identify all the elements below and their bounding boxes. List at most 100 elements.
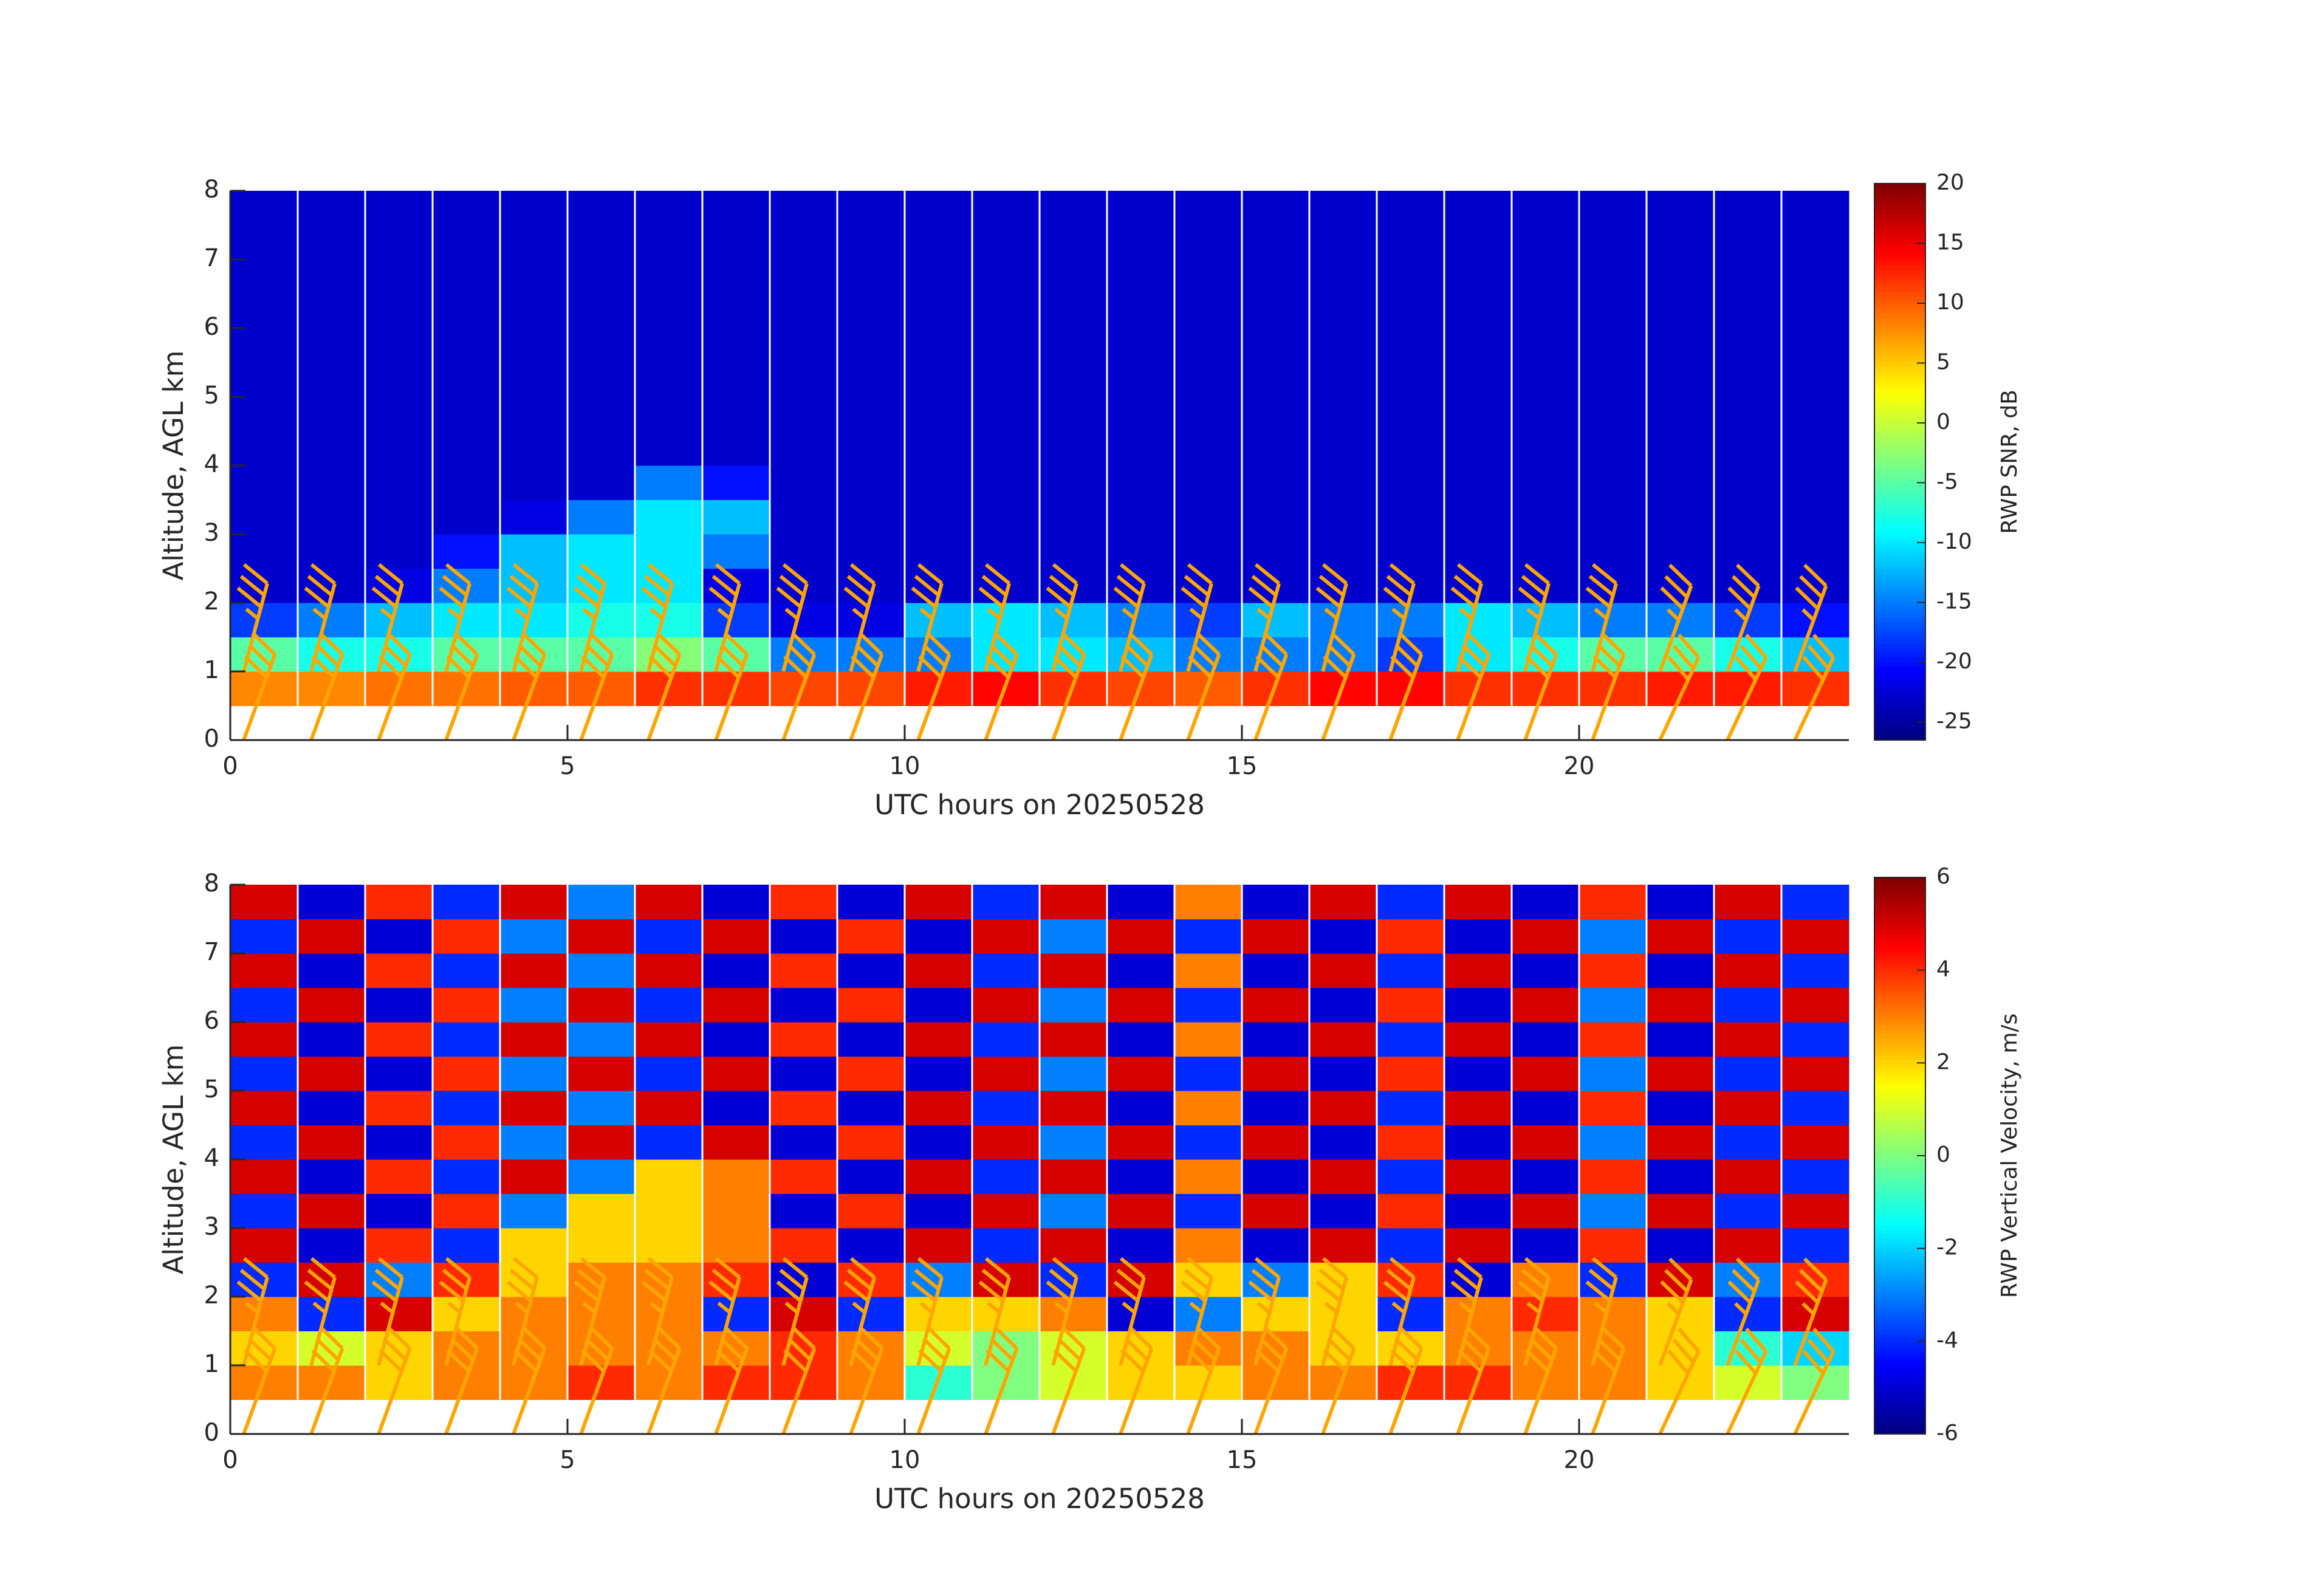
wind-barb bbox=[1321, 1326, 1356, 1435]
y-tick-label: 0 bbox=[204, 1419, 219, 1447]
cell bbox=[1309, 259, 1377, 294]
cell bbox=[1040, 1125, 1108, 1160]
colorbar-step bbox=[1874, 427, 1925, 432]
cell bbox=[1377, 259, 1445, 294]
cell bbox=[433, 191, 501, 225]
cell bbox=[1512, 397, 1580, 431]
colorbar-tick-label: -2 bbox=[1936, 1235, 1958, 1260]
cell bbox=[365, 1159, 433, 1194]
wind-barb bbox=[444, 1326, 479, 1435]
cell bbox=[1040, 953, 1108, 988]
wind-barb bbox=[1585, 563, 1618, 672]
cell bbox=[298, 1159, 366, 1194]
cell bbox=[1512, 534, 1580, 569]
wind-barb bbox=[512, 1326, 547, 1435]
cell bbox=[702, 1091, 770, 1125]
colorbar-step bbox=[1874, 348, 1925, 354]
cell bbox=[1377, 293, 1445, 329]
y-tick-label: 6 bbox=[204, 313, 219, 341]
cell bbox=[230, 465, 298, 500]
cell bbox=[1309, 397, 1377, 431]
wind-barb bbox=[1253, 632, 1289, 741]
cell bbox=[837, 1228, 905, 1263]
cell bbox=[1107, 1193, 1175, 1229]
cell bbox=[1647, 499, 1715, 535]
colorbar-step bbox=[1874, 1164, 1925, 1170]
cell bbox=[837, 534, 905, 569]
cell bbox=[635, 465, 703, 500]
cell bbox=[905, 1022, 973, 1057]
wind-barb bbox=[781, 632, 817, 741]
cell bbox=[567, 987, 636, 1023]
cell bbox=[1309, 225, 1377, 260]
cell bbox=[1512, 1056, 1580, 1091]
cell bbox=[230, 1056, 298, 1091]
y-axis-label: Altitude, AGL km bbox=[157, 351, 190, 581]
cell bbox=[230, 1125, 298, 1160]
colorbar-step bbox=[1874, 444, 1925, 450]
cell bbox=[837, 885, 905, 919]
colorbar-step bbox=[1874, 688, 1925, 693]
cell bbox=[1444, 1022, 1512, 1057]
colorbar-step bbox=[1874, 275, 1925, 280]
colorbar-step bbox=[1874, 1373, 1925, 1378]
wind-barb bbox=[1793, 1327, 1836, 1435]
cell bbox=[1309, 431, 1377, 466]
cell bbox=[1309, 534, 1377, 569]
cell bbox=[1714, 191, 1782, 225]
colorbar-step bbox=[1874, 903, 1925, 909]
wind-barb bbox=[1248, 563, 1281, 672]
cell bbox=[1107, 362, 1175, 397]
colorbar-step bbox=[1874, 605, 1925, 611]
cell bbox=[1647, 1056, 1715, 1091]
cell bbox=[1714, 362, 1782, 397]
cell bbox=[1512, 1297, 1580, 1331]
colorbar-step bbox=[1874, 1399, 1925, 1404]
cell bbox=[567, 1125, 636, 1160]
colorbar-step bbox=[1874, 422, 1925, 428]
cell bbox=[1309, 1056, 1377, 1091]
cell bbox=[230, 259, 298, 294]
cell bbox=[1444, 465, 1512, 500]
cell bbox=[1512, 1125, 1580, 1160]
colorbar-step bbox=[1874, 1064, 1925, 1069]
cell bbox=[1714, 885, 1782, 919]
colorbar-step bbox=[1874, 1269, 1925, 1274]
wind-barb bbox=[1388, 632, 1424, 741]
colorbar-tick-label: 0 bbox=[1936, 1142, 1950, 1167]
cell bbox=[298, 1091, 366, 1125]
cell bbox=[365, 1297, 433, 1331]
wind-barb bbox=[1315, 1257, 1348, 1366]
cell bbox=[635, 885, 703, 919]
cell bbox=[567, 362, 636, 397]
cell bbox=[1242, 191, 1310, 225]
cell bbox=[567, 919, 636, 954]
cell bbox=[1579, 1297, 1647, 1331]
cell bbox=[1579, 397, 1647, 431]
colorbar-step bbox=[1874, 648, 1925, 654]
cell bbox=[702, 885, 770, 919]
colorbar-step bbox=[1874, 570, 1925, 576]
colorbar-step bbox=[1874, 479, 1925, 484]
cell bbox=[1107, 953, 1175, 988]
cell bbox=[500, 328, 568, 363]
cell bbox=[635, 1056, 703, 1091]
colorbar-step bbox=[1874, 257, 1925, 262]
cell bbox=[1647, 328, 1715, 363]
cell bbox=[433, 465, 501, 500]
cell bbox=[1714, 1159, 1782, 1194]
cell bbox=[1242, 1159, 1310, 1194]
cell bbox=[1444, 362, 1512, 397]
cell bbox=[567, 1297, 636, 1331]
cell bbox=[905, 1091, 973, 1125]
colorbar-step bbox=[1874, 1286, 1925, 1291]
cell bbox=[837, 953, 905, 988]
cell bbox=[1714, 987, 1782, 1023]
colorbar-step bbox=[1874, 209, 1925, 215]
cell bbox=[702, 1125, 770, 1160]
cell bbox=[433, 328, 501, 363]
colorbar-step bbox=[1874, 1273, 1925, 1278]
cell bbox=[1242, 885, 1310, 919]
cell bbox=[1647, 465, 1715, 500]
cell bbox=[1512, 919, 1580, 954]
